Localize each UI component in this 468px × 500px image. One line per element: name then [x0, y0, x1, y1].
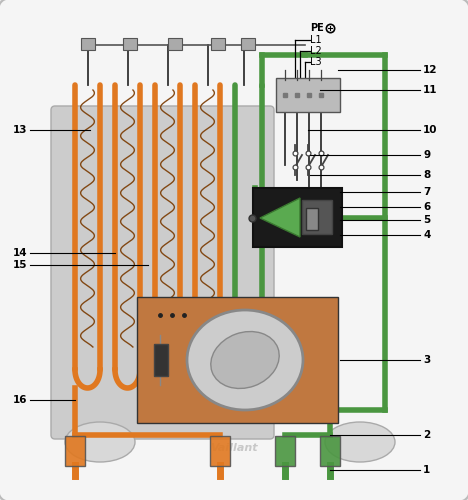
Text: 8: 8: [423, 170, 430, 180]
Text: 1: 1: [423, 465, 430, 475]
Ellipse shape: [187, 310, 303, 410]
Text: 2: 2: [423, 430, 430, 440]
FancyBboxPatch shape: [275, 436, 295, 466]
Text: 11: 11: [423, 85, 438, 95]
FancyBboxPatch shape: [253, 188, 342, 247]
FancyBboxPatch shape: [123, 38, 137, 50]
Text: 4: 4: [423, 230, 431, 240]
FancyBboxPatch shape: [241, 38, 255, 50]
FancyBboxPatch shape: [168, 38, 182, 50]
FancyBboxPatch shape: [81, 38, 95, 50]
FancyBboxPatch shape: [306, 208, 318, 230]
Text: 14: 14: [12, 248, 27, 258]
Text: 15: 15: [13, 260, 27, 270]
FancyBboxPatch shape: [137, 297, 338, 423]
Text: PE: PE: [310, 23, 324, 33]
Text: 7: 7: [423, 187, 431, 197]
Text: 6: 6: [423, 202, 430, 212]
Text: 9: 9: [423, 150, 430, 160]
Text: L1: L1: [310, 35, 322, 45]
Text: 13: 13: [13, 125, 27, 135]
Text: 16: 16: [13, 395, 27, 405]
Text: 5: 5: [423, 215, 430, 225]
FancyBboxPatch shape: [65, 436, 85, 466]
Ellipse shape: [211, 332, 279, 388]
Text: 12: 12: [423, 65, 438, 75]
Ellipse shape: [65, 422, 135, 462]
Text: 10: 10: [423, 125, 438, 135]
FancyBboxPatch shape: [154, 344, 168, 376]
Polygon shape: [260, 198, 300, 237]
FancyBboxPatch shape: [320, 436, 340, 466]
FancyBboxPatch shape: [302, 200, 332, 234]
FancyBboxPatch shape: [211, 38, 225, 50]
Text: L3: L3: [310, 57, 322, 67]
Text: L2: L2: [310, 46, 322, 56]
FancyBboxPatch shape: [51, 106, 274, 439]
Ellipse shape: [325, 422, 395, 462]
Text: 3: 3: [423, 355, 430, 365]
FancyBboxPatch shape: [276, 78, 340, 112]
Text: Vaillant: Vaillant: [210, 443, 258, 453]
FancyBboxPatch shape: [210, 436, 230, 466]
